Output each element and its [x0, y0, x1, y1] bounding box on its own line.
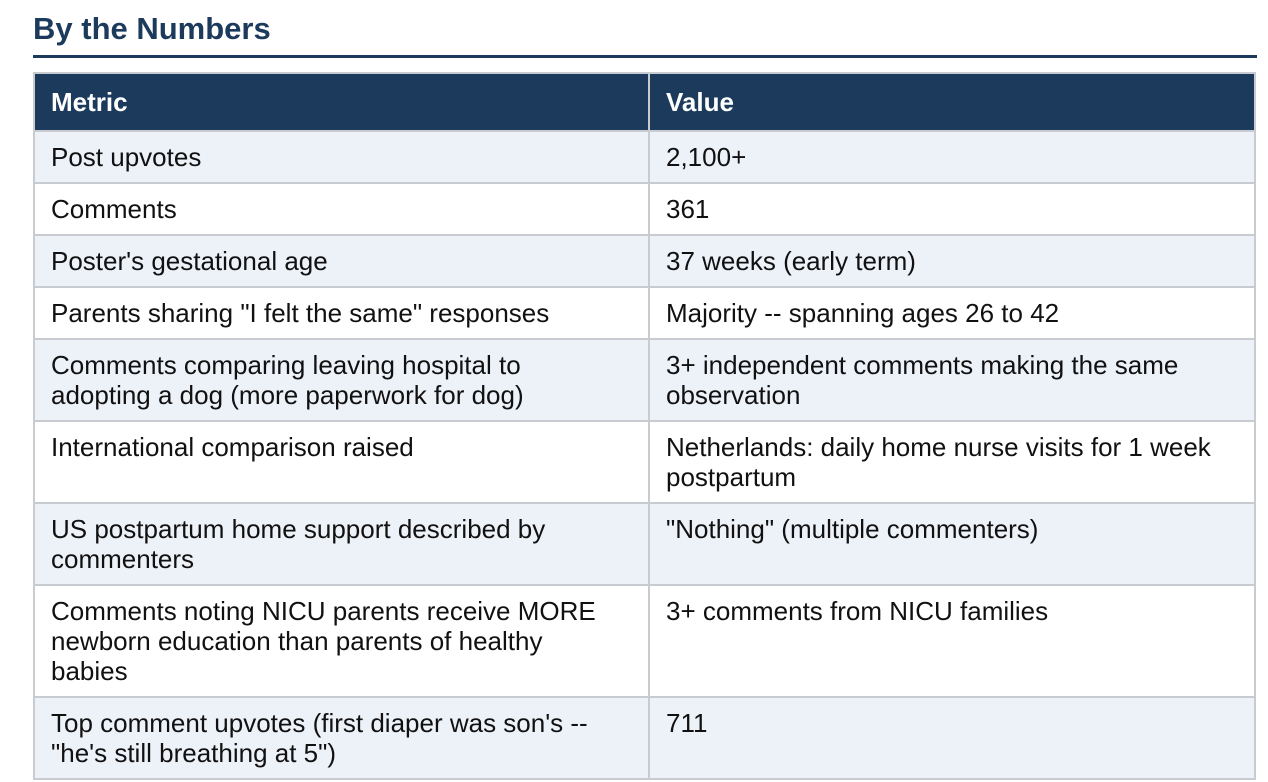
value-cell: 711: [648, 696, 1256, 781]
value-cell: 3+ comments from NICU families: [648, 584, 1256, 699]
table-row: US postpartum home support described by …: [33, 502, 1256, 587]
metric-cell: Comments comparing leaving hospital to a…: [33, 338, 650, 423]
metric-cell: Parents sharing "I felt the same" respon…: [33, 286, 650, 341]
value-cell: 2,100+: [648, 130, 1256, 185]
table-header: Metric Value: [33, 72, 1256, 133]
table-row: Comments comparing leaving hospital to a…: [33, 338, 1256, 423]
value-cell: Netherlands: daily home nurse visits for…: [648, 420, 1256, 505]
page-title: By the Numbers: [33, 11, 1257, 59]
table-row: Comments noting NICU parents receive MOR…: [33, 584, 1256, 699]
metric-cell: US postpartum home support described by …: [33, 502, 650, 587]
metric-cell: Comments: [33, 182, 650, 237]
table-row: Parents sharing "I felt the same" respon…: [33, 286, 1256, 341]
value-cell: Majority -- spanning ages 26 to 42: [648, 286, 1256, 341]
column-header-metric: Metric: [33, 72, 650, 133]
metric-cell: International comparison raised: [33, 420, 650, 505]
metric-cell: Poster's gestational age: [33, 234, 650, 289]
table-row: Post upvotes 2,100+: [33, 130, 1256, 185]
metric-cell: Comments noting NICU parents receive MOR…: [33, 584, 650, 699]
by-the-numbers-table: Metric Value Post upvotes 2,100+ Comment…: [33, 72, 1256, 781]
value-cell: 3+ independent comments making the same …: [648, 338, 1256, 423]
table-row: Top comment upvotes (first diaper was so…: [33, 696, 1256, 781]
table-row: Comments 361: [33, 182, 1256, 237]
value-cell: 361: [648, 182, 1256, 237]
table-row: International comparison raised Netherla…: [33, 420, 1256, 505]
column-header-value: Value: [648, 72, 1256, 133]
value-cell: "Nothing" (multiple commenters): [648, 502, 1256, 587]
table-row: Poster's gestational age 37 weeks (early…: [33, 234, 1256, 289]
metric-cell: Post upvotes: [33, 130, 650, 185]
table-body: Post upvotes 2,100+ Comments 361 Poster'…: [33, 130, 1256, 781]
metric-cell: Top comment upvotes (first diaper was so…: [33, 696, 650, 781]
value-cell: 37 weeks (early term): [648, 234, 1256, 289]
header-row: Metric Value: [33, 72, 1256, 133]
